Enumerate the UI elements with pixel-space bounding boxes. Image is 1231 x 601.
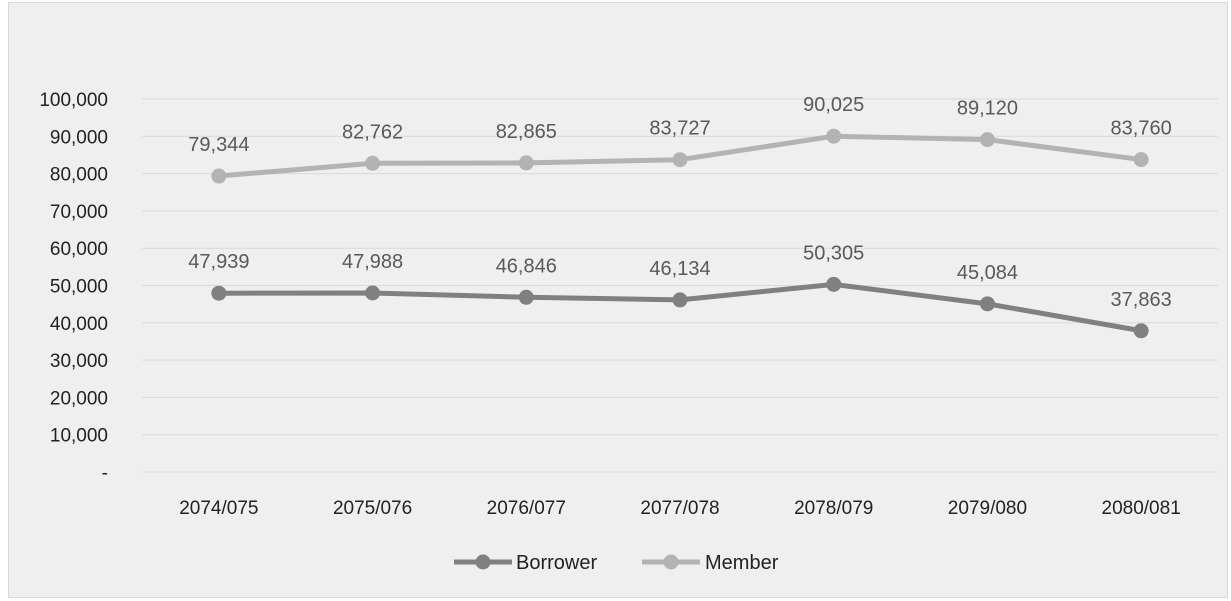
x-tick-label: 2079/080 — [948, 498, 1027, 519]
y-tick-label: 20,000 — [50, 388, 108, 409]
y-tick-label: 60,000 — [50, 239, 108, 260]
x-axis-tick-labels: 2074/075 2075/076 2076/077 2077/078 2078/079… — [179, 498, 1181, 519]
data-point — [365, 285, 381, 301]
y-tick-label: 100,000 — [39, 90, 108, 111]
data-point — [1133, 323, 1149, 339]
data-point — [979, 296, 995, 312]
data-point — [979, 132, 995, 148]
x-tick-label: 2075/076 — [333, 498, 412, 519]
data-labels: 47,939 47,988 46,846 46,134 50,305 45,084 37,8… — [188, 94, 1171, 311]
x-tick-label: 2076/077 — [487, 498, 566, 519]
data-point — [211, 168, 227, 184]
x-tick-label: 2074/075 — [179, 498, 258, 519]
y-tick-label: 30,000 — [50, 351, 108, 372]
series-lines — [211, 128, 1149, 339]
y-tick-label: 40,000 — [50, 314, 108, 335]
y-tick-label: 50,000 — [50, 277, 108, 298]
x-tick-label: 2080/081 — [1102, 498, 1181, 519]
data-label: 46,846 — [496, 255, 557, 277]
data-point — [518, 289, 534, 305]
gridlines — [142, 98, 1218, 473]
y-tick-label: 80,000 — [50, 165, 108, 186]
y-tick-label: 90,000 — [50, 127, 108, 148]
data-label: 46,134 — [649, 258, 710, 280]
data-label: 83,727 — [649, 118, 710, 140]
data-point — [672, 292, 688, 308]
legend-label: Borrower — [516, 552, 597, 574]
data-point — [826, 276, 842, 292]
data-point — [826, 128, 842, 144]
data-label: 83,760 — [1111, 118, 1172, 140]
y-tick-label: 70,000 — [50, 202, 108, 223]
data-point — [672, 152, 688, 168]
y-tick-label: - — [102, 463, 108, 484]
y-axis-tick-labels: - 10,000 20,000 30,000 40,000 50,000 60,000 70,… — [39, 90, 108, 484]
legend-marker — [663, 554, 679, 570]
data-label: 47,939 — [188, 251, 249, 273]
data-label: 82,762 — [342, 121, 403, 143]
legend: Borrower Member — [454, 552, 779, 574]
series-line-borrower — [218, 281, 1142, 334]
data-label: 82,865 — [496, 121, 557, 143]
data-point — [518, 155, 534, 171]
data-point — [211, 285, 227, 301]
data-label: 90,025 — [803, 94, 864, 116]
data-label: 79,344 — [188, 134, 249, 156]
legend-label: Member — [705, 552, 779, 574]
x-tick-label: 2078/079 — [794, 498, 873, 519]
data-point — [365, 155, 381, 171]
data-label: 89,120 — [957, 98, 1018, 120]
data-point — [1133, 152, 1149, 168]
data-label: 47,988 — [342, 251, 403, 273]
y-tick-label: 10,000 — [50, 426, 108, 447]
data-label: 50,305 — [803, 242, 864, 264]
x-tick-label: 2077/078 — [640, 498, 719, 519]
data-label: 37,863 — [1111, 289, 1172, 311]
data-label: 45,084 — [957, 262, 1018, 284]
legend-marker — [475, 554, 491, 570]
